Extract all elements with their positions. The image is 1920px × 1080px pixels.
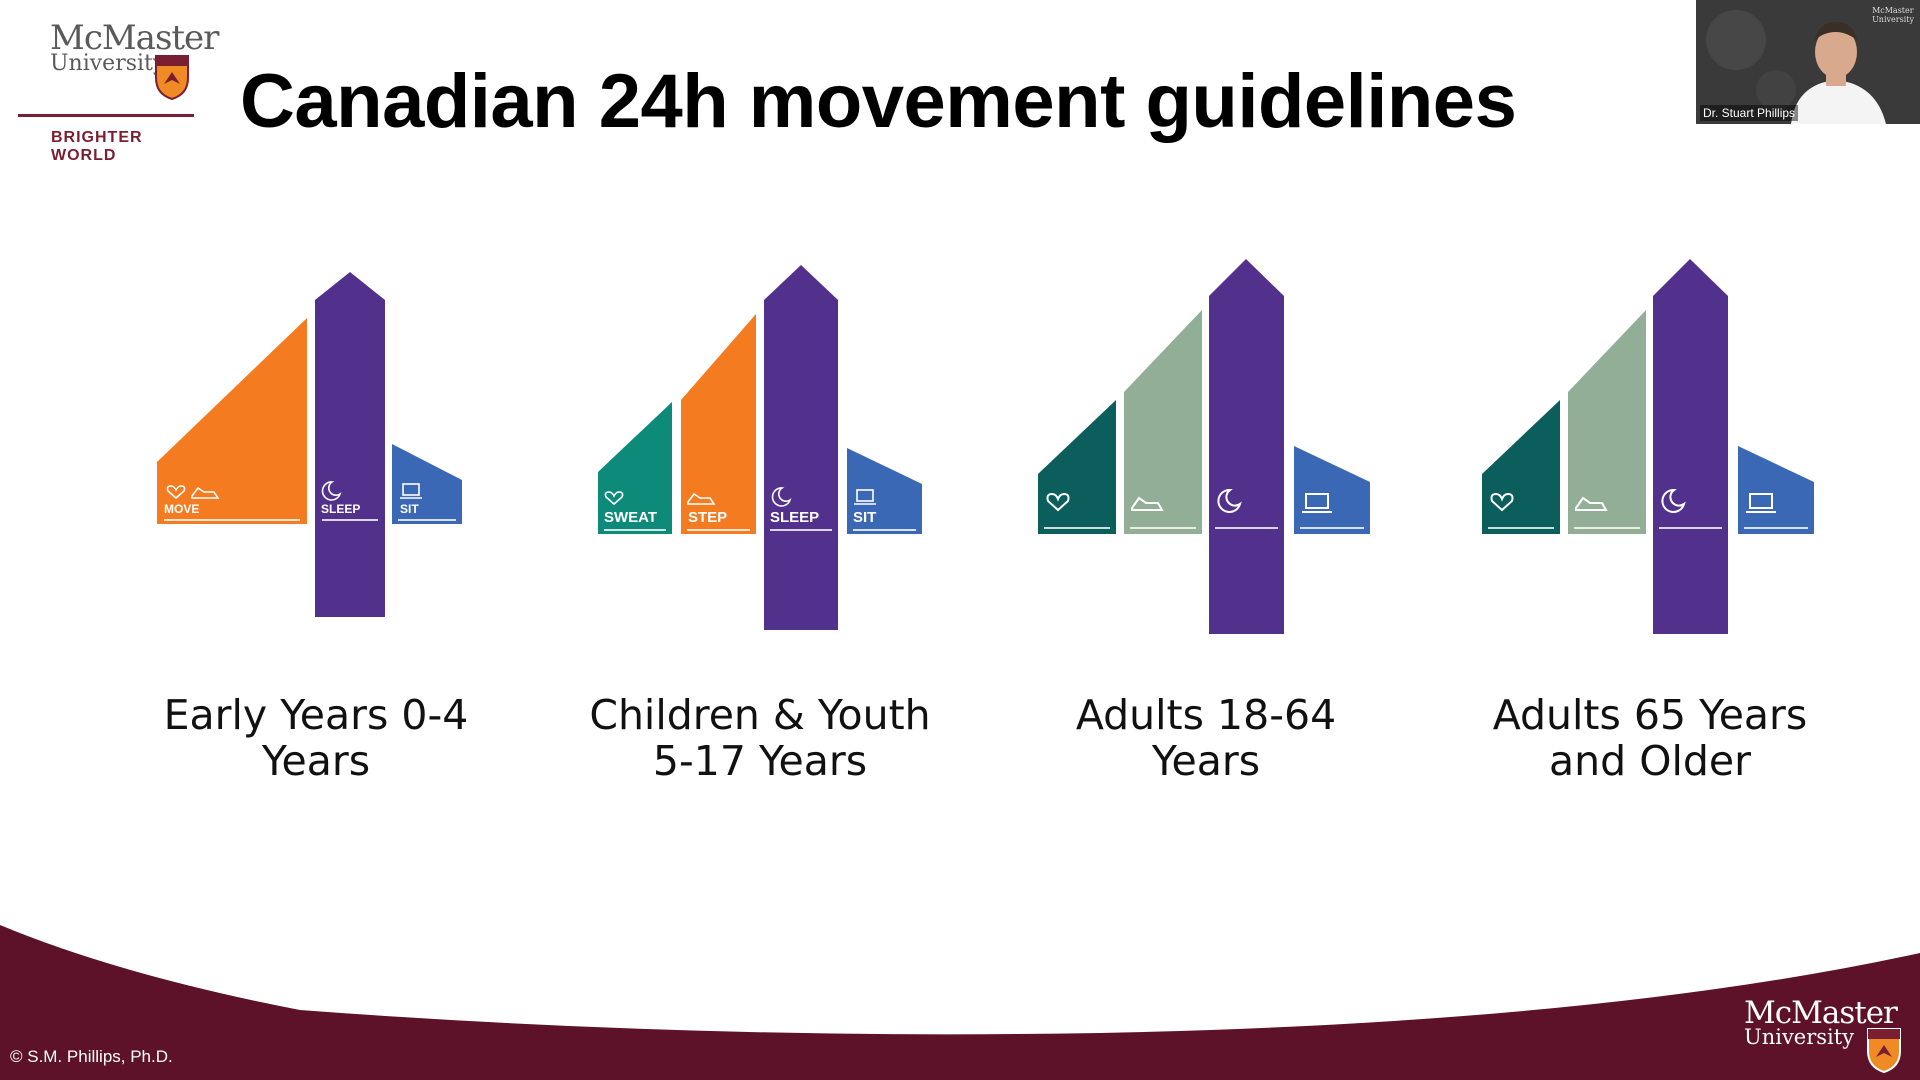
heart-icon: [604, 491, 624, 506]
video-thumbnail[interactable]: McMaster University Dr. Stuart Phillips: [1696, 0, 1920, 124]
bar-label-sit: SIT: [400, 502, 419, 516]
bar-sleep: [1653, 259, 1728, 634]
logo-tagline: BRIGHTER WORLD: [51, 129, 143, 164]
logo-name-line1: McMaster: [50, 18, 219, 58]
bar-label-sleep: SLEEP: [321, 502, 360, 516]
logo-divider: [18, 114, 194, 117]
caption-line: Children & Youth: [589, 691, 931, 739]
crest-icon: [1867, 1028, 1901, 1073]
caption-line: Years: [1151, 737, 1261, 785]
guideline-graphic-adults-18-64: [1038, 259, 1370, 634]
moon-icon: [771, 487, 792, 507]
guideline-graphic-adults-65-plus: [1482, 259, 1814, 634]
crest-icon: [155, 55, 189, 100]
caption-line: Adults 65 Years: [1492, 691, 1808, 739]
shoe-icon: [191, 486, 220, 499]
moon-icon: [1661, 488, 1686, 513]
bar-sit: [392, 444, 462, 524]
copyright-text: © S.M. Phillips, Ph.D.: [10, 1047, 173, 1066]
moon-icon: [1217, 488, 1242, 513]
bar-label-sleep: SLEEP: [770, 509, 819, 526]
laptop-icon: [400, 483, 422, 499]
caption-adults-65-plus: Adults 65 Years and Older: [1440, 692, 1860, 784]
caption-line: Adults 18-64: [1075, 691, 1337, 739]
caption-line: 5-17 Years: [652, 737, 868, 785]
logo-name-line1: McMaster: [1744, 995, 1898, 1031]
video-watermark: McMaster University: [1872, 6, 1914, 24]
laptop-icon: [1302, 493, 1332, 513]
bar-step: [1568, 310, 1646, 534]
logo-name-line2: University: [50, 51, 166, 76]
bar-label-move: MOVE: [164, 502, 199, 516]
heart-icon: [1046, 492, 1070, 512]
caption-line: Years: [261, 737, 371, 785]
mcmaster-logo: McMaster University BRIGHTER WORLD: [18, 18, 219, 164]
bar-sleep: [1209, 259, 1284, 634]
laptop-icon: [854, 489, 876, 505]
laptop-icon: [1746, 493, 1776, 513]
bar-sit: [847, 448, 922, 534]
bar-sweat: [1038, 400, 1116, 534]
shoe-icon: [1131, 496, 1164, 511]
bar-move: [157, 318, 307, 524]
bar-sweat: [1482, 400, 1560, 534]
mcmaster-logo-footer: McMaster University: [1740, 995, 1910, 1075]
bar-sit: [1738, 446, 1814, 534]
heart-icon: [1490, 492, 1514, 512]
caption-children-youth: Children & Youth 5-17 Years: [550, 692, 970, 784]
footer-wave: [0, 925, 1920, 1080]
bar-step: [681, 314, 756, 534]
bar-sleep: [315, 272, 385, 617]
bar-label-step: STEP: [688, 509, 727, 526]
bar-sit: [1294, 446, 1370, 534]
participant-name: Dr. Stuart Phillips: [1700, 105, 1799, 121]
bar-step: [1124, 310, 1202, 534]
caption-line: and Older: [1549, 737, 1751, 785]
presenter-video: [1696, 0, 1920, 124]
slide-title: Canadian 24h movement guidelines: [240, 59, 1517, 144]
bar-sleep: [764, 265, 838, 630]
caption-early-years: Early Years 0-4 Years: [106, 692, 526, 784]
caption-adults-18-64: Adults 18-64 Years: [996, 692, 1416, 784]
guideline-graphic-early-years: MOVE SLEEP SIT: [157, 272, 462, 617]
guideline-graphic-children-youth: SWEAT STEP SLEEP SIT: [598, 265, 922, 630]
logo-name-line2: University: [1744, 1025, 1855, 1049]
heart-icon: [166, 485, 186, 500]
shoe-icon: [1575, 496, 1608, 511]
bar-label-sit: SIT: [853, 509, 876, 526]
bar-label-sweat: SWEAT: [604, 509, 657, 526]
moon-icon: [321, 481, 342, 501]
shoe-icon: [687, 492, 716, 505]
caption-line: Early Years 0-4: [163, 691, 469, 739]
